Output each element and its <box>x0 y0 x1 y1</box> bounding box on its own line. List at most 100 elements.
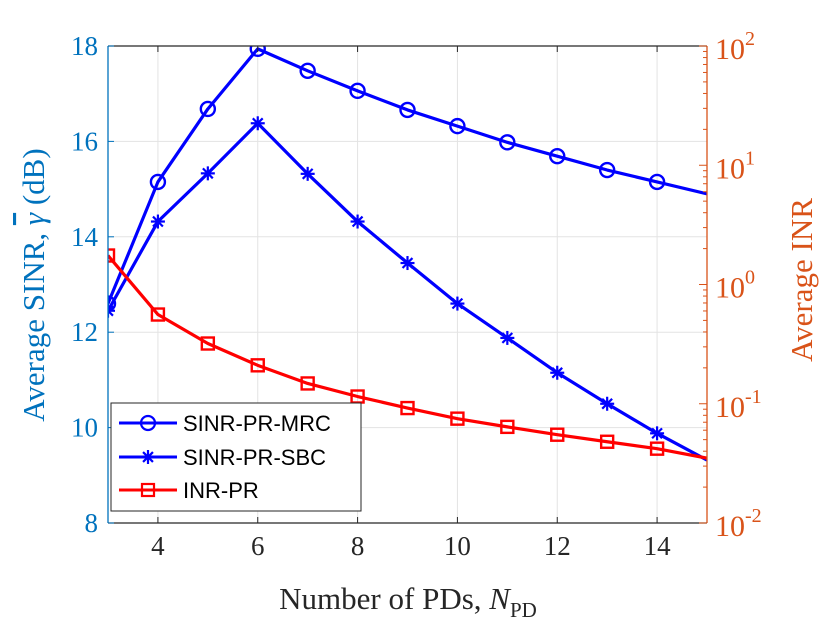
asterisk-stroke <box>351 215 364 228</box>
x-axis-label-text: Number of PDs, <box>279 581 489 616</box>
data-point-asterisk <box>450 296 465 311</box>
data-point-square <box>300 376 315 391</box>
data-point-circle <box>349 82 366 100</box>
data-point-circle <box>108 295 117 312</box>
y-right-tick-base: 10 <box>715 33 745 66</box>
y-left-tick-label: 16 <box>71 126 98 156</box>
data-point-square <box>150 307 166 322</box>
data-point-circle <box>499 134 516 151</box>
data-point-asterisk <box>550 365 565 380</box>
y-right-tick-label: 100 <box>715 267 755 305</box>
asterisk-stroke <box>108 309 114 317</box>
asterisk-stroke <box>651 427 663 440</box>
y-axis-right-label: Average INR <box>784 198 819 362</box>
y-right-tick-label: 10-1 <box>715 386 762 424</box>
data-point-circle <box>149 173 167 191</box>
asterisk-stroke <box>451 297 464 310</box>
legend-item-inr: INR-PR <box>119 478 259 503</box>
x-tick-label: 14 <box>644 531 672 561</box>
data-point-asterisk <box>650 426 665 441</box>
x-tick-label: 6 <box>251 531 265 561</box>
data-point-circle <box>399 101 416 119</box>
series-line-sinr-pr-mrc <box>108 47 707 305</box>
legend-marker-asterisk-icon <box>141 450 155 464</box>
y-right-tick-label: 102 <box>715 28 755 66</box>
data-point-asterisk <box>200 166 215 181</box>
asterisk-stroke <box>401 257 414 269</box>
x-axis-label-subscript: PD <box>510 598 537 622</box>
data-point-square <box>550 427 565 442</box>
data-point-square <box>450 411 465 426</box>
asterisk-stroke <box>551 367 563 379</box>
y-right-tick-exponent: 0 <box>745 267 755 289</box>
series-layer <box>108 46 707 462</box>
axes <box>107 45 708 524</box>
data-point-circle <box>598 161 616 179</box>
legend-label-sbc: SINR-PR-SBC <box>183 445 326 470</box>
asterisk-stroke <box>142 451 154 463</box>
asterisk-stroke <box>152 215 164 228</box>
asterisk-stroke <box>501 332 514 344</box>
asterisk-stroke <box>601 398 613 410</box>
x-tick-label: 12 <box>544 531 571 561</box>
data-point-asterisk <box>150 214 165 229</box>
legend-item-sbc: SINR-PR-SBC <box>119 445 326 470</box>
data-point-square <box>500 419 515 435</box>
y-right-tick-base: 10 <box>715 272 745 305</box>
data-point-square <box>400 400 415 416</box>
data-point-square <box>108 248 116 263</box>
y-left-tick-label: 8 <box>85 508 99 538</box>
y-left-tick-label: 10 <box>71 413 98 443</box>
legend-marker-circle-icon <box>139 414 157 432</box>
data-point-asterisk <box>350 214 365 229</box>
data-point-square <box>200 336 216 351</box>
y-axis-left-label-prefix: Average SINR, <box>16 225 51 422</box>
y-right-tick-base: 10 <box>715 152 745 185</box>
data-point-square <box>250 358 265 373</box>
data-point-asterisk <box>400 256 415 271</box>
y-right-tick-base: 10 <box>715 391 745 424</box>
data-point-asterisk <box>500 330 515 345</box>
y-right-tick-exponent: 1 <box>745 147 755 169</box>
data-point-circle <box>299 62 316 80</box>
data-point-circle <box>199 100 217 118</box>
legend-asterisk-shape <box>141 450 155 464</box>
data-point-circle <box>449 117 466 135</box>
series-line-inr-pr <box>108 254 707 460</box>
y-axis-left-label-symbol: γ <box>16 212 51 225</box>
y-left-tick-label: 14 <box>71 222 99 252</box>
legend-marker-square-icon <box>140 482 156 498</box>
asterisk-stroke <box>202 167 214 180</box>
y-left-tick-label: 12 <box>71 317 98 347</box>
legend: SINR-PR-MRC SINR-PR-SBC INR-PR <box>110 402 362 512</box>
y-right-tick-base: 10 <box>715 510 745 543</box>
asterisk-stroke <box>252 117 264 130</box>
y-left-tick-label: 18 <box>71 31 98 61</box>
x-tick-label: 10 <box>444 531 471 561</box>
data-point-circle <box>648 173 666 191</box>
data-point-square <box>599 434 615 449</box>
x-axis-label-symbol: N <box>488 581 512 616</box>
data-point-circle <box>549 147 566 165</box>
y-right-tick-label: 10-2 <box>715 505 762 543</box>
y-right-tick-exponent: -2 <box>745 505 762 527</box>
data-point-asterisk <box>600 396 615 411</box>
data-point-asterisk <box>300 166 315 181</box>
x-tick-label: 8 <box>351 531 365 561</box>
y-right-tick-exponent: -1 <box>745 386 762 408</box>
asterisk-stroke <box>301 168 314 180</box>
y-right-tick-label: 101 <box>715 147 755 185</box>
y-right-tick-exponent: 2 <box>745 28 755 50</box>
x-tick-label: 4 <box>151 531 165 561</box>
data-point-square <box>649 441 665 456</box>
data-point-asterisk <box>250 116 265 131</box>
data-point-circle <box>249 46 266 58</box>
y-axis-left-label: Average SINR, γ (dB) <box>16 148 51 421</box>
data-point-asterisk <box>108 303 115 318</box>
y-axis-left-label-suffix: (dB) <box>16 148 51 213</box>
x-axis-label: Number of PDs, NPD <box>279 581 537 622</box>
legend-item-mrc: SINR-PR-MRC <box>119 411 331 436</box>
